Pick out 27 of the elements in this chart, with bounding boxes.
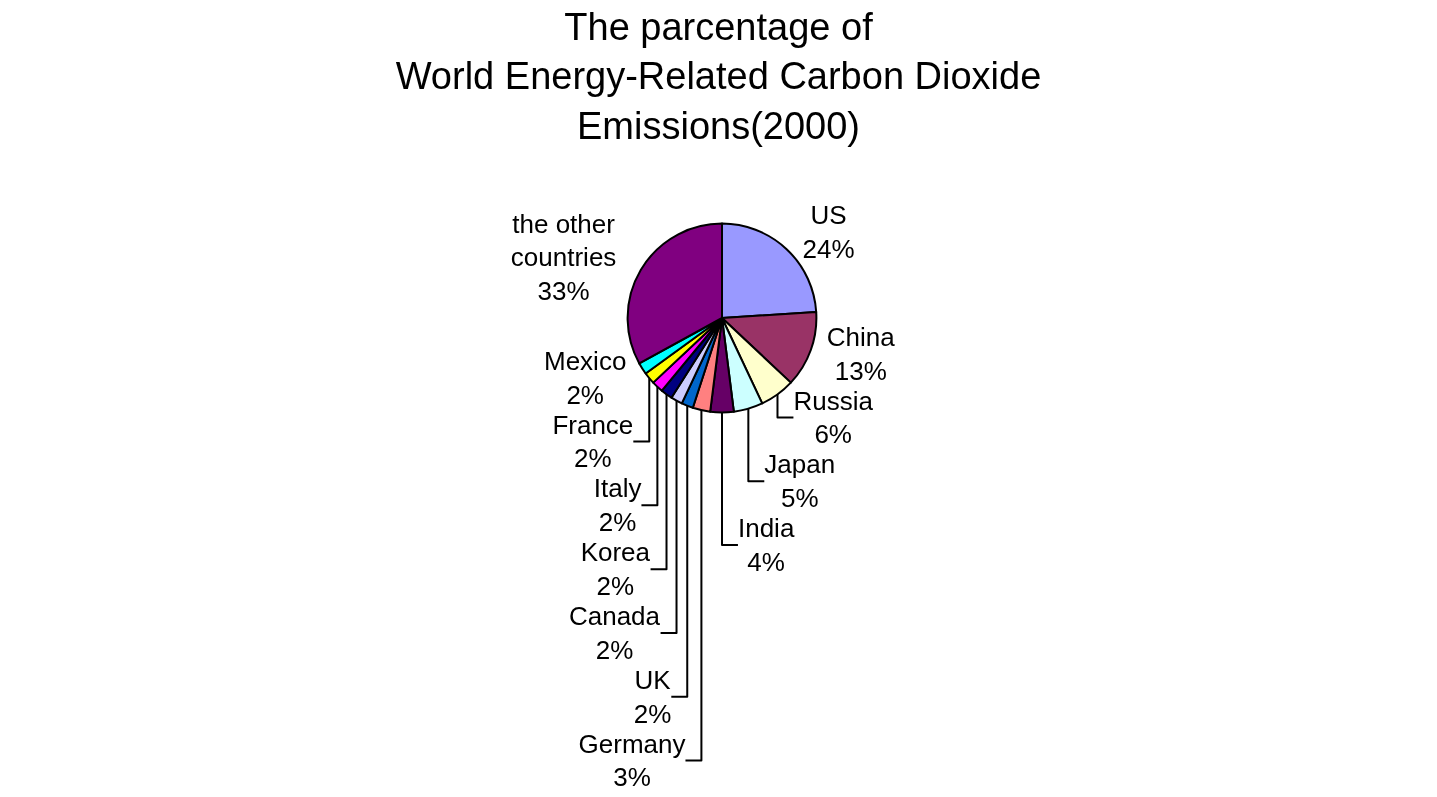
- data-label: 4%: [747, 546, 785, 577]
- data-label: 6%: [814, 419, 852, 450]
- slice-label: Germany: [578, 728, 686, 759]
- slice-label: the other countries: [510, 208, 617, 273]
- slice-label: Canada: [568, 601, 661, 632]
- chart-title: The parcentage of World Energy-Related Carbon Dioxide Emissions(2000): [395, 5, 1042, 147]
- slice-label: Korea: [580, 537, 651, 568]
- data-label: 5%: [780, 483, 819, 514]
- data-label: 13%: [834, 355, 887, 386]
- data-label: 2%: [595, 634, 634, 665]
- data-label: 33%: [537, 276, 590, 307]
- slice-label: Italy: [593, 473, 642, 504]
- slice-label: UK: [634, 664, 672, 695]
- slice-label: India: [737, 513, 795, 544]
- data-label: 2%: [633, 698, 672, 729]
- data-label: 24%: [802, 234, 855, 265]
- slice-label: China: [826, 321, 896, 352]
- data-label: 2%: [574, 443, 612, 474]
- data-label: 2%: [598, 507, 637, 538]
- data-label: 3%: [613, 762, 651, 793]
- slice-label: Japan: [764, 449, 836, 480]
- data-label: 2%: [596, 571, 635, 602]
- slice-label: France: [552, 409, 634, 440]
- slice-label: Mexico: [543, 345, 627, 376]
- slice-label: US: [810, 200, 847, 231]
- data-label: 2%: [566, 379, 604, 410]
- slice-label: Russia: [793, 385, 874, 416]
